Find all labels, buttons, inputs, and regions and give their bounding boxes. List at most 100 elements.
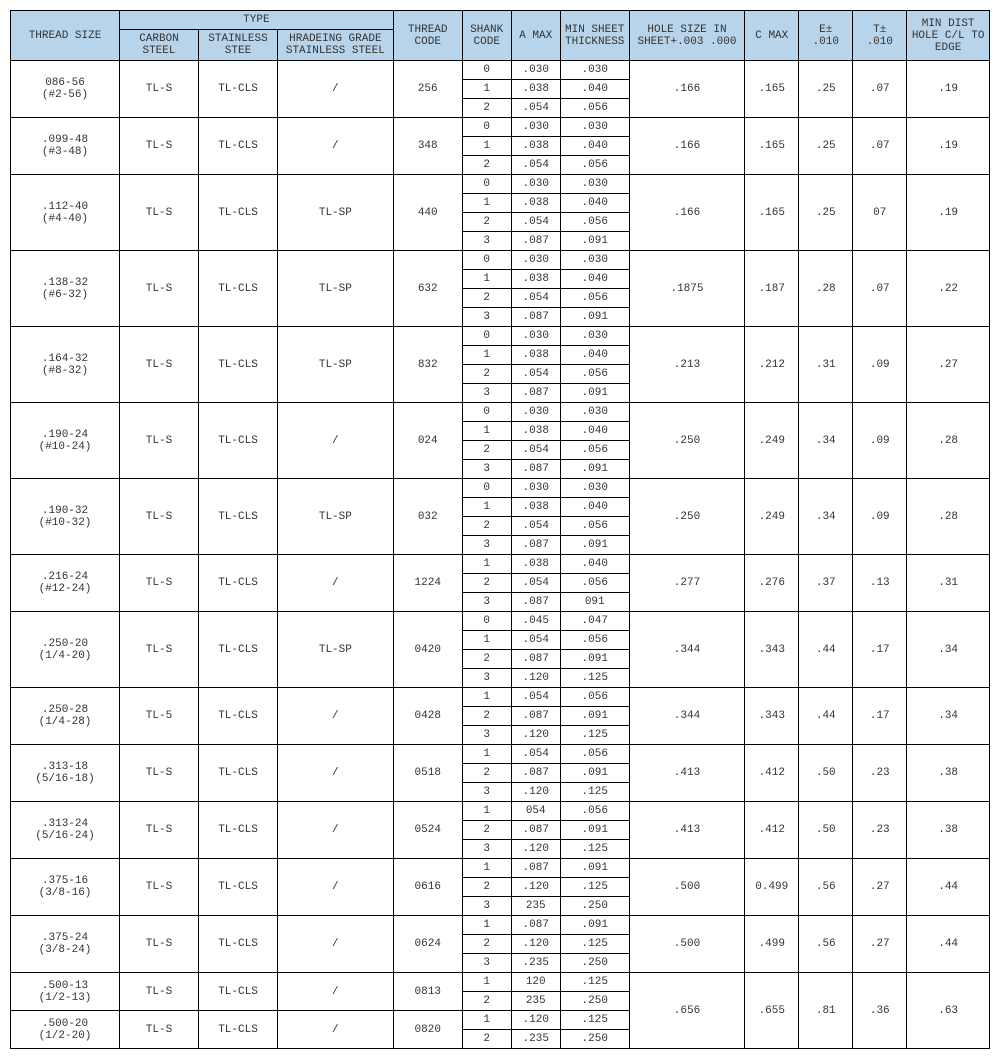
cell-c-max: .499 [745,916,799,973]
cell-stainless-steel: TL-CLS [199,859,278,916]
cell-t-tol: .23 [853,745,907,802]
cell-a-max: 235 [511,897,560,916]
cell-e-tol: .50 [799,745,853,802]
cell-thread-size: .500-20(1/2-20) [11,1011,120,1049]
cell-stainless-steel: TL-CLS [199,175,278,251]
cell-carbon-steel: TL-S [120,1011,199,1049]
cell-hardening-grade: / [278,1011,394,1049]
cell-min-sheet: .091 [560,707,629,726]
cell-a-max: 120 [511,973,560,992]
cell-a-max: .038 [511,194,560,213]
header-min-sheet: MIN SHEET THICKNESS [560,11,629,61]
cell-c-max: 0.499 [745,859,799,916]
cell-thread-size: .138-32(#6-32) [11,251,120,327]
cell-t-tol: .07 [853,251,907,327]
cell-a-max: .038 [511,80,560,99]
cell-a-max: .054 [511,688,560,707]
cell-thread-size: .375-24(3/8-24) [11,916,120,973]
cell-a-max: .045 [511,612,560,631]
cell-min-sheet: .040 [560,555,629,574]
cell-min-sheet: .091 [560,650,629,669]
cell-carbon-steel: TL-S [120,612,199,688]
cell-a-max: .054 [511,574,560,593]
cell-e-tol: .44 [799,688,853,745]
cell-e-tol: .28 [799,251,853,327]
cell-shank-code: 1 [462,270,511,289]
cell-shank-code: 1 [462,498,511,517]
cell-hardening-grade: / [278,61,394,118]
cell-thread-code: 024 [393,403,462,479]
cell-hardening-grade: / [278,802,394,859]
cell-thread-code: 1224 [393,555,462,612]
cell-c-max: .165 [745,61,799,118]
cell-thread-size: .216-24(#12-24) [11,555,120,612]
cell-a-max: .038 [511,498,560,517]
cell-min-dist: .63 [907,973,990,1049]
cell-hardening-grade: / [278,688,394,745]
cell-a-max: .087 [511,232,560,251]
cell-thread-size: .112-40(#4-40) [11,175,120,251]
thread-specifications-table: THREAD SIZE TYPE THREAD CODE SHANK CODE … [10,10,990,1049]
cell-shank-code: 2 [462,935,511,954]
cell-shank-code: 2 [462,365,511,384]
cell-thread-size: 086-56(#2-56) [11,61,120,118]
cell-a-max: .038 [511,137,560,156]
cell-a-max: .120 [511,935,560,954]
header-hole-size: HOLE SIZE IN SHEET+.003 .000 [629,11,745,61]
header-thread-code: THREAD CODE [393,11,462,61]
cell-min-dist: .38 [907,802,990,859]
cell-a-max: .054 [511,441,560,460]
header-hardening-grade: HRADEING GRADE STAINLESS STEEL [278,30,394,61]
cell-hole-size: .413 [629,802,745,859]
cell-c-max: .187 [745,251,799,327]
cell-hardening-grade: / [278,403,394,479]
cell-hole-size: .344 [629,612,745,688]
cell-stainless-steel: TL-CLS [199,973,278,1011]
cell-min-sheet: 091 [560,593,629,612]
cell-t-tol: .07 [853,61,907,118]
cell-thread-code: 0420 [393,612,462,688]
cell-shank-code: 3 [462,726,511,745]
cell-stainless-steel: TL-CLS [199,802,278,859]
cell-a-max: .054 [511,365,560,384]
cell-stainless-steel: TL-CLS [199,1011,278,1049]
cell-thread-code: 0524 [393,802,462,859]
cell-shank-code: 1 [462,1011,511,1030]
cell-shank-code: 3 [462,536,511,555]
cell-shank-code: 0 [462,479,511,498]
cell-shank-code: 2 [462,517,511,536]
cell-e-tol: .34 [799,479,853,555]
cell-a-max: .120 [511,1011,560,1030]
cell-a-max: .054 [511,631,560,650]
cell-c-max: .249 [745,403,799,479]
cell-a-max: .054 [511,156,560,175]
cell-hole-size: .344 [629,688,745,745]
cell-shank-code: 2 [462,878,511,897]
cell-hole-size: .413 [629,745,745,802]
cell-a-max: .030 [511,479,560,498]
cell-min-dist: .34 [907,612,990,688]
cell-shank-code: 1 [462,555,511,574]
cell-c-max: .655 [745,973,799,1049]
cell-min-sheet: .040 [560,194,629,213]
cell-t-tol: .13 [853,555,907,612]
cell-a-max: .038 [511,346,560,365]
cell-min-sheet: .056 [560,289,629,308]
cell-shank-code: 3 [462,308,511,327]
cell-a-max: .235 [511,954,560,973]
cell-c-max: .343 [745,688,799,745]
cell-hardening-grade: TL-SP [278,251,394,327]
cell-shank-code: 3 [462,840,511,859]
cell-a-max: .087 [511,764,560,783]
cell-t-tol: .09 [853,327,907,403]
cell-min-sheet: .091 [560,232,629,251]
cell-c-max: .412 [745,802,799,859]
cell-min-sheet: .125 [560,973,629,992]
cell-thread-code: 0813 [393,973,462,1011]
cell-thread-code: 0518 [393,745,462,802]
cell-c-max: .165 [745,118,799,175]
cell-a-max: .087 [511,308,560,327]
cell-a-max: .087 [511,707,560,726]
cell-min-sheet: .250 [560,954,629,973]
cell-min-sheet: .040 [560,270,629,289]
